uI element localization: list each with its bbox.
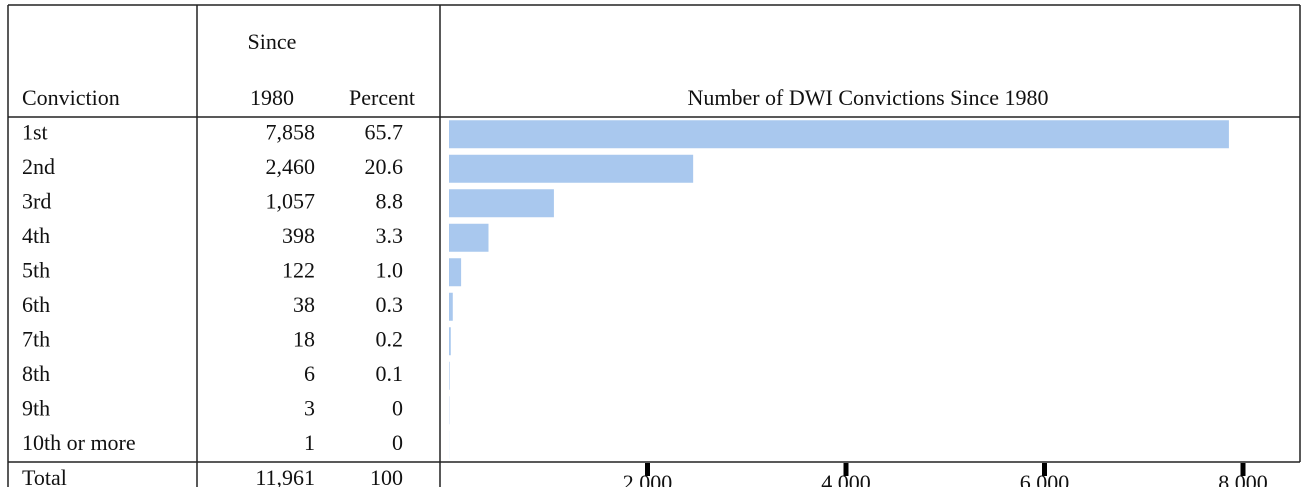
count: 398	[282, 223, 315, 248]
percent: 0	[392, 395, 403, 420]
count: 6	[304, 361, 315, 386]
total-percent: 100	[370, 465, 403, 487]
row-label: 10th or more	[22, 430, 136, 455]
bar	[449, 120, 1229, 149]
count: 122	[282, 257, 315, 282]
percent: 20.6	[365, 154, 404, 179]
row-label: 4th	[22, 223, 50, 248]
percent: 0	[392, 430, 403, 455]
count: 3	[304, 395, 315, 420]
percent: 65.7	[365, 119, 404, 144]
total-label: Total	[22, 465, 67, 487]
x-tick-label: 6,000	[1020, 470, 1070, 487]
x-tick-label: 8,000	[1218, 470, 1268, 487]
bar	[449, 258, 462, 287]
count: 7,858	[266, 119, 316, 144]
count: 38	[293, 292, 315, 317]
row-label: 1st	[22, 119, 48, 144]
count: 1,057	[266, 188, 316, 213]
percent: 0.2	[376, 326, 404, 351]
row-label: 5th	[22, 257, 50, 282]
bar	[449, 327, 451, 356]
percent: 3.3	[376, 223, 404, 248]
row-label: 9th	[22, 395, 50, 420]
header: 1980	[250, 85, 294, 110]
header: Since	[248, 29, 297, 54]
row-label: 2nd	[22, 154, 55, 179]
chart-title: Number of DWI Convictions Since 1980	[687, 85, 1048, 110]
bar	[449, 292, 453, 321]
percent: 0.1	[376, 361, 404, 386]
header: Percent	[349, 85, 415, 110]
bar	[449, 223, 489, 252]
percent: 1.0	[376, 257, 404, 282]
x-tick-label: 4,000	[821, 470, 871, 487]
row-label: 7th	[22, 326, 50, 351]
row-label: 3rd	[22, 188, 51, 213]
percent: 0.3	[376, 292, 404, 317]
row-label: 6th	[22, 292, 50, 317]
total-count: 11,961	[255, 465, 315, 487]
count: 1	[304, 430, 315, 455]
count: 2,460	[266, 154, 316, 179]
x-tick-label: 2,000	[623, 470, 673, 487]
row-label: 8th	[22, 361, 50, 386]
percent: 8.8	[376, 188, 404, 213]
bar	[449, 154, 694, 183]
count: 18	[293, 326, 315, 351]
header: Conviction	[22, 85, 120, 110]
bar	[449, 189, 554, 218]
bar	[449, 361, 450, 390]
